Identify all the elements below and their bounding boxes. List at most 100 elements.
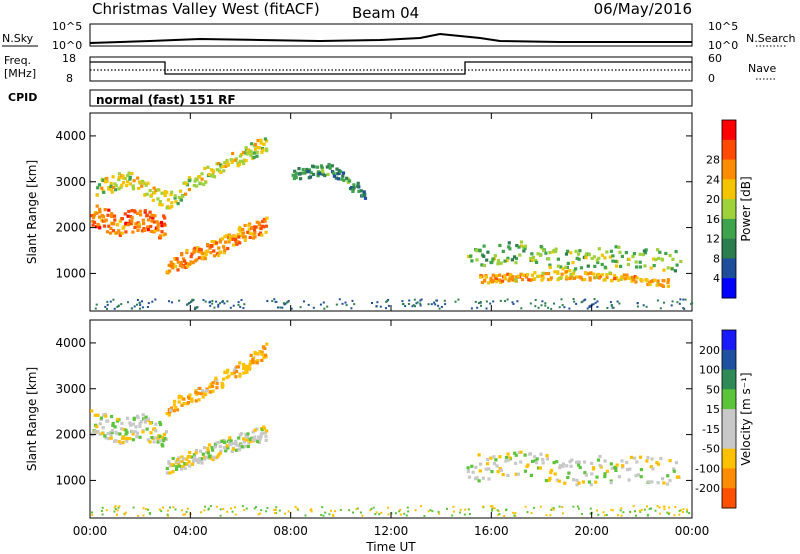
ground-scatter-cell	[640, 508, 643, 511]
echo-cell	[586, 264, 590, 268]
echo-cell	[117, 187, 121, 191]
echo-cell	[137, 222, 141, 226]
ground-scatter-cell	[498, 513, 501, 515]
echo-cell	[258, 437, 262, 441]
echo-cell	[261, 148, 265, 152]
plot-frame	[89, 319, 693, 519]
echo-cell	[594, 480, 598, 484]
echo-cell	[191, 261, 195, 265]
echo-cell	[634, 474, 638, 478]
echo-cell	[185, 462, 189, 466]
echo-cell	[143, 228, 147, 232]
echo-cell	[359, 189, 363, 193]
ground-scatter-cell	[603, 514, 606, 517]
echo-cell	[136, 176, 140, 180]
echo-cell	[156, 188, 160, 192]
echo-cell	[225, 444, 229, 448]
ground-scatter-cell	[299, 306, 302, 309]
ground-scatter-cell	[430, 303, 433, 306]
ground-scatter-cell	[506, 298, 509, 301]
echo-cell	[482, 254, 486, 258]
echo-cell	[146, 438, 150, 442]
echo-cell	[588, 278, 592, 282]
ground-scatter-cell	[151, 300, 154, 303]
echo-cell	[188, 455, 192, 459]
echo-cell	[583, 471, 587, 475]
echo-cell	[294, 171, 298, 175]
echo-cell	[169, 260, 173, 264]
echo-cell	[362, 190, 366, 194]
ground-scatter-cell	[290, 307, 293, 310]
echo-cell	[262, 142, 266, 146]
echo-cell	[182, 181, 186, 185]
echo-cell	[523, 469, 527, 473]
ground-scatter-cell	[116, 305, 119, 308]
echo-cell	[206, 243, 210, 247]
x-tick-label: 00:00	[73, 524, 108, 538]
echo-cell	[664, 251, 668, 256]
echo-cell	[176, 202, 180, 206]
echo-cell	[503, 274, 507, 278]
freq-label-1: Freq.	[4, 54, 31, 67]
echo-cell	[605, 469, 609, 473]
ground-scatter-cell	[167, 509, 170, 512]
echo-cell	[605, 275, 609, 280]
echo-cell	[224, 240, 228, 244]
echo-cell	[180, 465, 184, 469]
y-axis-label: Slant Range [km]	[25, 367, 39, 471]
echo-cell	[223, 370, 227, 374]
echo-cell	[514, 278, 518, 282]
echo-cell	[258, 146, 262, 150]
echo-cell	[124, 221, 128, 225]
echo-cell	[219, 165, 223, 169]
echo-cell	[244, 367, 248, 371]
echo-cell	[240, 432, 244, 436]
ground-scatter-cell	[667, 513, 670, 516]
echo-cell	[184, 265, 188, 269]
ground-scatter-cell	[200, 511, 202, 514]
echo-cell	[107, 208, 111, 212]
echo-cell	[260, 224, 264, 228]
echo-cell	[242, 161, 246, 166]
ground-scatter-cell	[401, 300, 404, 303]
echo-cell	[234, 239, 238, 243]
echo-cell	[638, 455, 643, 459]
ground-scatter-cell	[255, 506, 257, 508]
ground-scatter-cell	[686, 508, 688, 511]
echo-cell	[260, 427, 265, 432]
echo-cell	[634, 260, 638, 264]
echo-cell	[597, 247, 601, 251]
echo-cell	[131, 422, 135, 426]
ground-scatter-cell	[504, 300, 507, 302]
ground-scatter-cell	[137, 514, 139, 517]
ground-scatter-cell	[359, 511, 362, 514]
echo-cell	[348, 179, 352, 183]
echo-cell	[553, 472, 557, 476]
echo-cell	[255, 352, 260, 356]
ground-scatter-cell	[387, 513, 390, 516]
echo-cell	[248, 437, 252, 441]
ground-scatter-cell	[380, 511, 383, 514]
ground-scatter-cell	[120, 303, 123, 306]
echo-cell	[113, 439, 117, 444]
echo-cell	[203, 457, 207, 461]
echo-cell	[496, 262, 500, 266]
echo-cell	[517, 245, 521, 249]
echo-cell	[170, 262, 174, 266]
echo-cell	[467, 255, 471, 259]
echo-cell	[504, 455, 509, 460]
echo-cell	[473, 477, 478, 481]
echo-cell	[522, 249, 526, 253]
echo-cell	[101, 178, 105, 183]
echo-cell	[189, 260, 193, 264]
ground-scatter-cell	[663, 508, 666, 511]
echo-cell	[162, 432, 166, 436]
echo-cell	[293, 169, 297, 173]
echo-cell	[96, 413, 100, 417]
echo-cell	[491, 257, 495, 261]
echo-cell	[176, 260, 180, 264]
echo-cell	[654, 258, 658, 262]
echo-cell	[110, 214, 114, 218]
echo-cell	[668, 459, 672, 463]
ground-scatter-cell	[296, 507, 299, 510]
